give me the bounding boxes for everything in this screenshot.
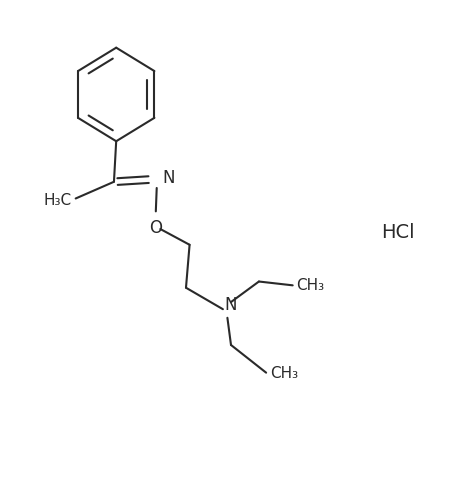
Text: N: N (225, 296, 237, 314)
Text: O: O (149, 219, 162, 238)
Text: CH₃: CH₃ (296, 278, 324, 293)
Text: H₃C: H₃C (44, 193, 72, 208)
Text: HCl: HCl (381, 223, 414, 242)
Text: CH₃: CH₃ (270, 366, 298, 381)
Text: N: N (162, 169, 174, 187)
